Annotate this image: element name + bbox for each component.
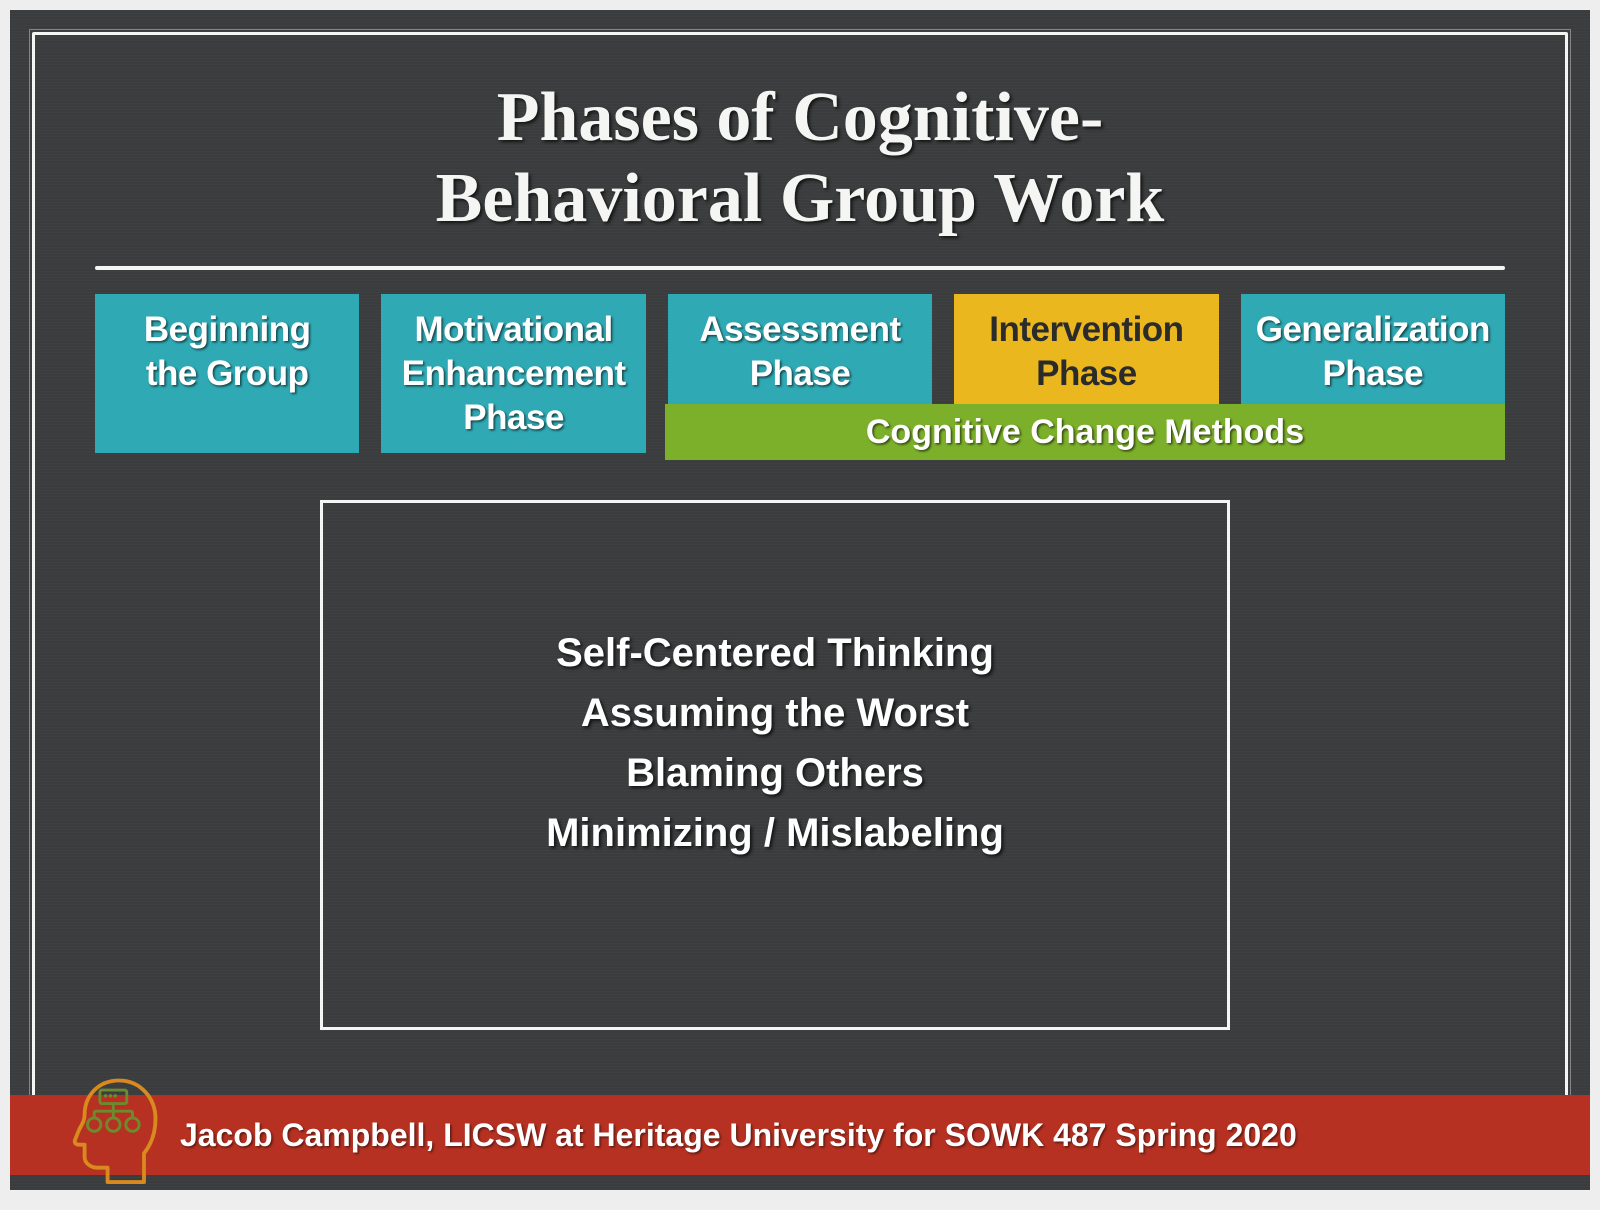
- title-underline: [95, 266, 1505, 270]
- title-line-2: Behavioral Group Work: [10, 159, 1590, 240]
- phase-motivational: Motivational Enhancement Phase: [381, 294, 645, 453]
- content-box: Self-Centered Thinking Assuming the Wors…: [320, 500, 1230, 1030]
- content-list: Self-Centered Thinking Assuming the Wors…: [323, 623, 1227, 863]
- phase-beginning: Beginning the Group: [95, 294, 359, 453]
- cognitive-change-bar: Cognitive Change Methods: [665, 404, 1505, 460]
- phase-label: Beginning: [101, 308, 353, 352]
- list-item: Self-Centered Thinking: [323, 623, 1227, 683]
- phase-label: Assessment: [674, 308, 926, 352]
- list-item: Minimizing / Mislabeling: [323, 803, 1227, 863]
- phase-label: Enhancement: [387, 352, 639, 396]
- phase-label: Motivational: [387, 308, 639, 352]
- head-diagram-icon: [52, 1069, 167, 1184]
- phase-label: Phase: [960, 352, 1212, 396]
- phase-label: Generalization: [1247, 308, 1499, 352]
- cognitive-change-label: Cognitive Change Methods: [866, 413, 1304, 451]
- phase-label: Intervention: [960, 308, 1212, 352]
- list-item: Blaming Others: [323, 743, 1227, 803]
- phase-label: the Group: [101, 352, 353, 396]
- title-line-1: Phases of Cognitive-: [10, 78, 1590, 159]
- phase-label: Phase: [674, 352, 926, 396]
- footer-text: Jacob Campbell, LICSW at Heritage Univer…: [180, 1117, 1297, 1154]
- footer-bar: Jacob Campbell, LICSW at Heritage Univer…: [10, 1095, 1590, 1175]
- phase-label: Phase: [387, 396, 639, 440]
- phase-label: Phase: [1247, 352, 1499, 396]
- slide-canvas: Phases of Cognitive- Behavioral Group Wo…: [10, 10, 1590, 1190]
- list-item: Assuming the Worst: [323, 683, 1227, 743]
- slide-title: Phases of Cognitive- Behavioral Group Wo…: [10, 78, 1590, 239]
